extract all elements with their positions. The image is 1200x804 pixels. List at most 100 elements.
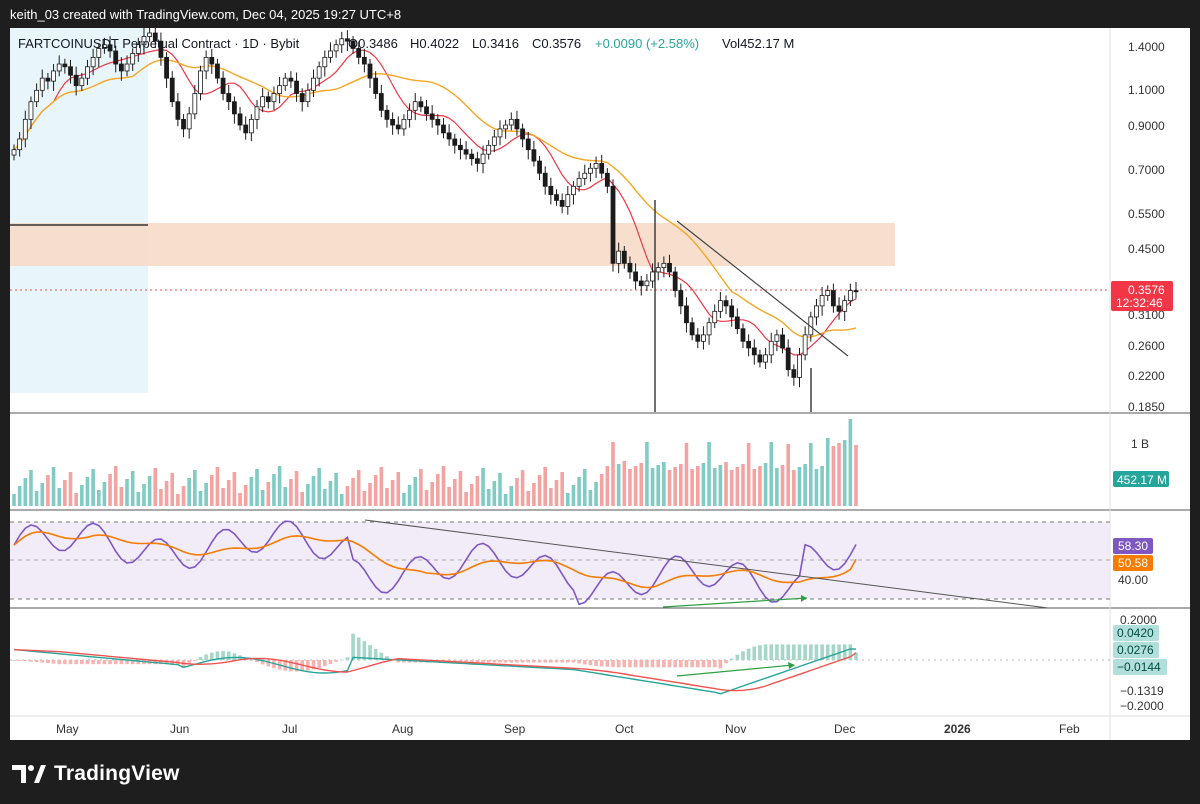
candle-up	[491, 136, 497, 146]
macd-divergence-arrowhead	[788, 662, 795, 669]
open-value: O0.3486	[348, 36, 398, 51]
volume-bar-up	[130, 471, 135, 506]
countdown-value: 12:32:46	[1116, 296, 1163, 310]
volume-bar-up	[492, 481, 497, 506]
volume-bar-down	[63, 480, 67, 506]
volume-bar-down	[695, 466, 700, 506]
chart-svg[interactable]: 1.4000 1.1000 0.9000 0.7000 0.5500 0.450…	[10, 26, 1190, 740]
macd-hist-bar	[475, 660, 480, 663]
macd-hist-bar	[232, 653, 237, 660]
candle-down	[361, 56, 367, 65]
macd-hist-bar	[758, 645, 762, 660]
volume-bar-down	[441, 466, 446, 506]
price-trendline[interactable]	[676, 220, 849, 357]
volume-bar-up	[23, 478, 28, 506]
macd-value-tag	[1113, 625, 1159, 641]
volume-bar-down	[690, 469, 694, 506]
macd-hist-bar	[317, 660, 321, 668]
resistance-zone[interactable]	[10, 223, 895, 266]
volume-bar-down	[532, 483, 536, 506]
candle-up	[203, 56, 209, 72]
volume-bar-up	[204, 483, 208, 506]
candle-up	[271, 93, 277, 103]
high-value: H0.4022	[410, 36, 459, 51]
volume-bar-up	[645, 442, 649, 506]
rsi-trendline[interactable]	[364, 519, 1049, 609]
candle-up	[401, 118, 407, 130]
candle-up	[480, 153, 486, 164]
candle-down	[554, 194, 559, 201]
macd-hist-bar	[74, 660, 78, 665]
macd-hist-bar	[113, 660, 118, 665]
candle-down	[390, 118, 396, 126]
rsi-divergence-arrow[interactable]	[662, 597, 808, 608]
candle-down	[729, 305, 735, 318]
macd-divergence-arrow[interactable]	[676, 664, 794, 677]
macd-hist-bar	[594, 660, 598, 666]
candle-down	[215, 63, 220, 79]
symbol-legend[interactable]: FARTCOINUSDT Perpetual Contract · 1D · B…	[18, 36, 794, 51]
volume-last-value: 452.17 M	[1117, 473, 1167, 487]
volume-bar-down	[356, 470, 361, 506]
volume-bar-up	[34, 491, 39, 506]
macd-hist-bar	[108, 660, 112, 665]
time-axis[interactable]: May Jun Jul Aug Sep Oct Nov Dec 2026 Feb	[56, 722, 1080, 736]
volume-bar-down	[108, 474, 112, 506]
macd-hist-bar	[729, 658, 734, 660]
candle-down	[378, 93, 384, 111]
macd-hist-bar	[605, 660, 610, 667]
macd-hist-bar	[29, 660, 33, 662]
volume-bar-down	[633, 466, 638, 506]
header-caption: keith_03 created with TradingView.com, D…	[10, 7, 402, 22]
price-axis[interactable]: 1.4000 1.1000 0.9000 0.7000 0.5500 0.450…	[1128, 40, 1165, 414]
candle-down	[458, 144, 463, 151]
candle-down	[373, 77, 379, 94]
macd-hist-bar	[311, 660, 316, 670]
symbol-title[interactable]: FARTCOINUSDT Perpetual Contract · 1D · B…	[18, 36, 300, 51]
volume-bar-up	[147, 476, 152, 506]
macd-hist-bar	[803, 644, 807, 660]
volume-bar-down	[554, 480, 559, 506]
volume-bar-down	[419, 469, 423, 506]
volume-bar-up	[193, 470, 197, 506]
candle-down	[452, 138, 458, 146]
macd-hist-bar	[515, 660, 519, 663]
volume-bar-down	[164, 481, 169, 506]
candle-down	[627, 262, 633, 273]
candle-down	[746, 340, 752, 349]
macd-hist-bar	[136, 660, 141, 665]
volume-bar-down	[515, 478, 519, 506]
chart-canvas[interactable]: 1.4000 1.1000 0.9000 0.7000 0.5500 0.450…	[10, 26, 1190, 740]
macd-hist-bar	[226, 651, 231, 660]
brand-footer: TradingView	[12, 762, 180, 786]
macd-hist-bar	[532, 660, 536, 663]
volume-bar-up	[803, 464, 807, 506]
volume-bar-down	[238, 493, 242, 506]
macd-hist-bar	[650, 660, 655, 668]
candle-up	[508, 118, 514, 126]
volume-bar-down	[373, 475, 378, 506]
candle-down	[367, 63, 373, 79]
macd-hist-bar	[362, 641, 367, 660]
candle-up	[763, 354, 768, 363]
volume-bar-up	[616, 464, 621, 506]
volume-bar-down	[679, 464, 683, 506]
macd-hist-bar	[345, 657, 350, 660]
candle-up	[847, 290, 853, 302]
candle-up	[282, 77, 288, 87]
volume-bar-up	[91, 469, 95, 506]
volume-bar-up	[509, 486, 514, 506]
candle-up	[593, 163, 599, 169]
macd-hist-bar	[351, 633, 355, 660]
macd-hist-bar	[40, 660, 45, 663]
candle-up	[22, 118, 28, 140]
macd-hist-bar	[46, 660, 50, 664]
brand-name: TradingView	[54, 762, 180, 785]
volume-bar-down	[362, 491, 367, 506]
candle-up	[311, 77, 316, 91]
macd-hist-bar	[96, 660, 101, 665]
macd-hist-bar	[503, 660, 508, 663]
candle-up	[797, 354, 802, 378]
candle-up	[486, 144, 492, 155]
volume-bar-down	[447, 487, 451, 506]
